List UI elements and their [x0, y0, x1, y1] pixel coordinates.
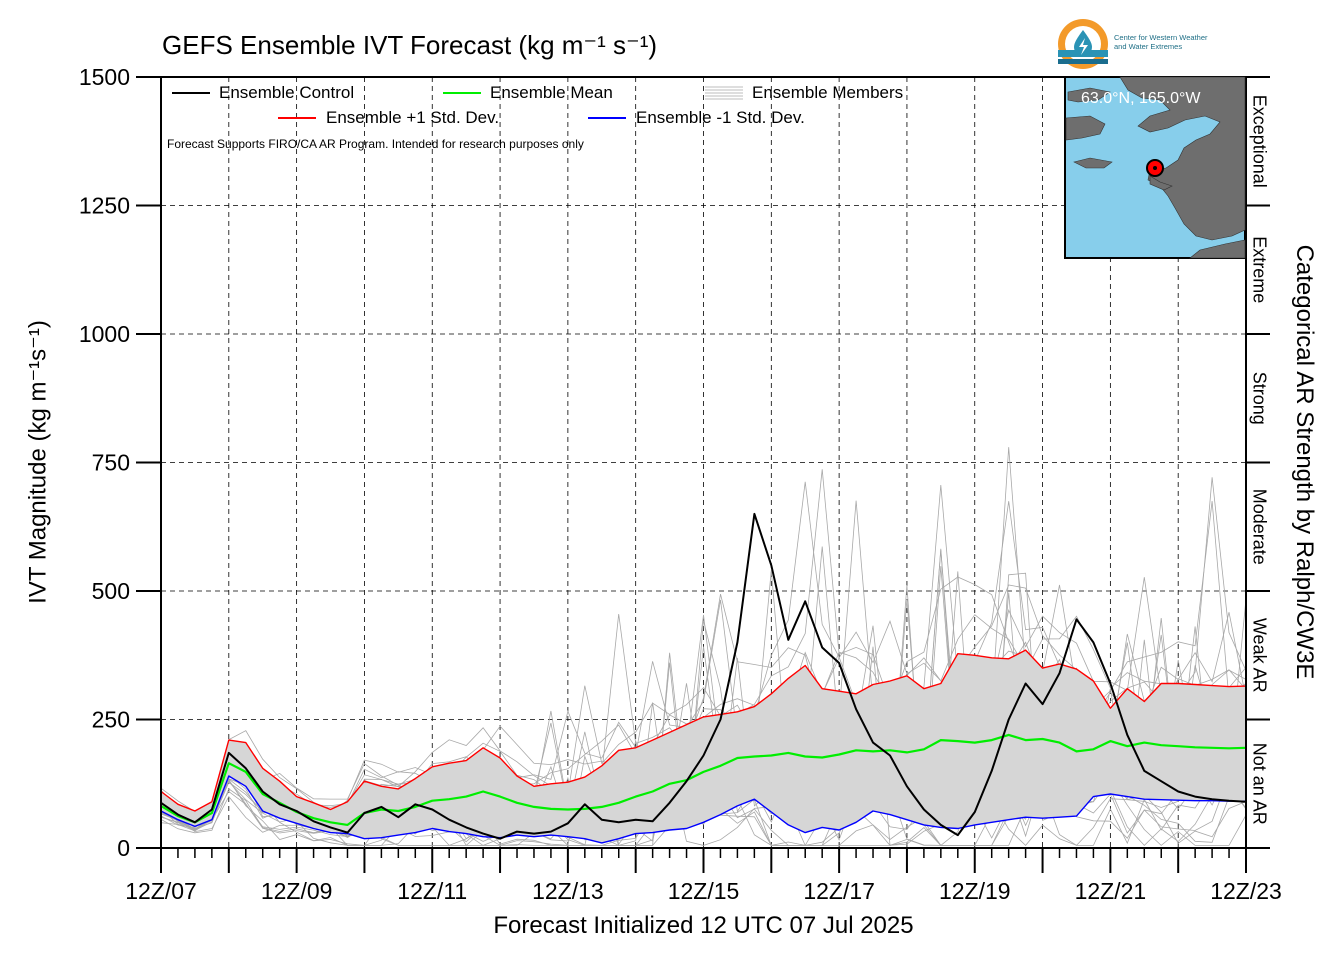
minus-std-line — [160, 775, 1246, 844]
x-tick-label: 12Z/11 — [397, 878, 467, 904]
ar-category-label: Strong — [1249, 372, 1269, 425]
ar-category-label: Not an AR — [1249, 743, 1269, 825]
tick-labels: 0 250 500 750 1000 1250 1500 12Z/07 12Z/09 12Z/11… — [79, 64, 1282, 904]
y-tick-label: 1250 — [79, 193, 130, 219]
y-tick-label: 1000 — [79, 321, 130, 347]
control-line — [160, 512, 1247, 840]
spread-fill — [161, 650, 1246, 843]
legend-plus-std-label: Ensemble +1 Std. Dev. — [326, 108, 500, 127]
x-axis-label: Forecast Initialized 12 UTC 07 Jul 2025 — [493, 912, 914, 939]
map-coordinate-label: 63.0°N, 165.0°W — [1081, 90, 1201, 107]
y-tick-label: 1500 — [79, 64, 130, 90]
spread-band — [161, 650, 1246, 843]
legend-minus-std-label: Ensemble -1 Std. Dev. — [636, 108, 805, 127]
x-tick-label: 12Z/17 — [803, 878, 875, 904]
cw3e-logo: Center for Western Weather and Water Ext… — [1058, 20, 1248, 72]
x-tick-label: 12Z/15 — [668, 878, 740, 904]
right-axis-label: Categorical AR Strength by Ralph/CW3E — [1291, 244, 1318, 680]
x-tick-label: 12Z/13 — [532, 878, 604, 904]
x-tick-label: 12Z/09 — [261, 878, 333, 904]
ar-category-label: Extreme — [1249, 236, 1269, 303]
y-axis-label: IVT Magnitude (kg m⁻¹s⁻¹) — [24, 320, 52, 604]
ar-category-label: Exceptional — [1249, 95, 1269, 188]
legend-members-label: Ensemble Members — [752, 83, 904, 102]
chart-title: GEFS Ensemble IVT Forecast (kg m⁻¹ s⁻¹) — [162, 30, 658, 60]
ar-category-labels: Not an AR Weak AR Moderate Strong Extreme Exc… — [1249, 95, 1269, 825]
logo-line-2: and Water Extremes — [1114, 42, 1183, 51]
y-tick-label: 0 — [117, 835, 130, 861]
cw3e-logo-icon — [1058, 19, 1108, 69]
x-tick-label: 12Z/19 — [939, 878, 1011, 904]
mean-line — [160, 733, 1247, 826]
ar-category-label: Weak AR — [1249, 618, 1269, 693]
y-tick-label: 500 — [92, 578, 130, 604]
legend-swatches — [172, 86, 743, 119]
x-tick-label: 12Z/21 — [1075, 878, 1147, 904]
legend-control-label: Ensemble Control — [219, 83, 355, 102]
logo-text: Center for Western Weather and Water Ext… — [1114, 33, 1208, 51]
plus-std-line — [160, 649, 1247, 812]
map-land — [1065, 76, 1246, 259]
legend-mean-label: Ensemble Mean — [490, 83, 613, 102]
disclaimer-note: Forecast Supports FIRO/CA AR Program. In… — [167, 137, 584, 151]
x-tick-label: 12Z/07 — [125, 878, 197, 904]
y-tick-label: 750 — [92, 450, 130, 476]
ar-category-label: Moderate — [1249, 489, 1269, 565]
location-map — [1064, 76, 1246, 259]
member-line — [160, 500, 1247, 817]
logo-line-1: Center for Western Weather — [1114, 33, 1208, 42]
series-lines — [160, 512, 1247, 844]
y-tick-label: 250 — [92, 707, 130, 733]
x-tick-label: 12Z/23 — [1210, 878, 1282, 904]
